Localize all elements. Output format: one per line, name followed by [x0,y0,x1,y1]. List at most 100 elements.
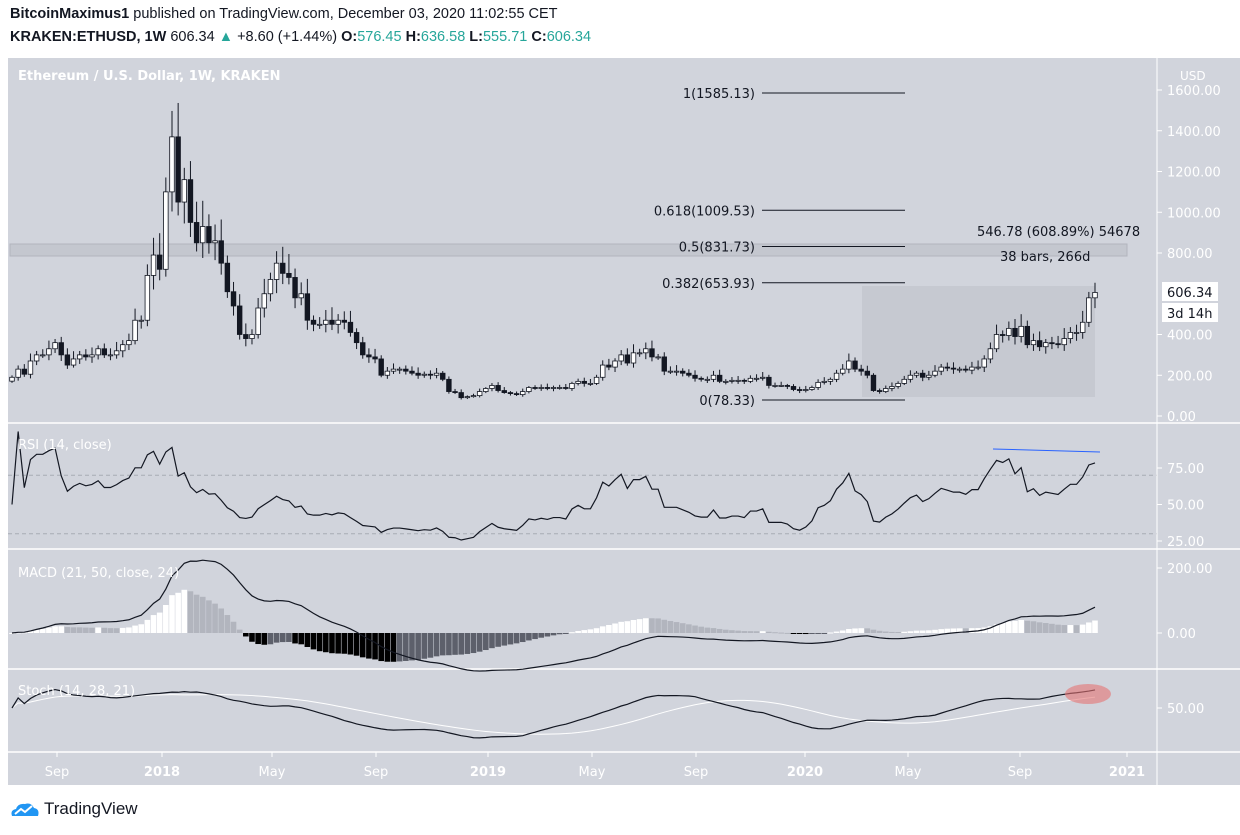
macd-histogram-bar [353,633,360,656]
chart[interactable]: 1(1585.13) 0.618(1009.53) 0.5(831.73) 0.382… [0,0,1240,790]
macd-histogram-bar [39,628,46,633]
rsi-trendline[interactable] [992,448,1101,453]
tradingview-brand[interactable]: TradingView [44,799,138,818]
macd-histogram-bar [1086,622,1092,633]
macd-histogram-bar [236,629,243,633]
macd-histogram-bar [273,633,280,643]
fib-level-label: 1(1585.13) [683,87,755,102]
symbol-line: KRAKEN:ETHUSD, 1W 606.34 ▲ +8.60 (+1.44%… [10,29,591,45]
macd-histogram-bar [464,633,471,654]
candle-body [729,379,735,382]
candle-body [956,368,963,371]
price-axis[interactable]: 1600.00 1400.00 1200.00 1000.00 800.00 400.00… [1157,84,1221,717]
macd-histogram-bar [587,629,594,633]
resistance-zone[interactable] [9,243,1128,257]
candle-body [46,348,52,356]
macd-histogram-bar [206,600,212,633]
up-arrow-icon: ▲ [218,29,234,45]
macd-histogram-bar [64,627,71,633]
macd-histogram-bar [932,629,938,633]
macd-histogram-bar [1049,623,1055,633]
symbol: KRAKEN:ETHUSD, 1W [10,29,167,45]
author[interactable]: BitcoinMaximus1 [10,6,130,22]
candle-body [58,342,64,356]
fib-level-label: 0.618(1009.53) [654,204,755,219]
macd-histogram-bar [563,633,569,634]
candle-body [458,392,464,399]
candle-body [304,293,311,321]
candle-body [421,373,427,376]
candle-body [298,293,304,299]
time-tick-label: May [259,765,286,780]
candle-body [384,370,391,376]
macd-histogram-bar [1012,620,1018,633]
candle-body [784,385,791,387]
candle-body [667,370,674,373]
stoch-k-line [11,688,1096,739]
candle-body [476,391,483,397]
macd-histogram-bar [612,623,618,633]
candle-body [643,348,649,354]
candle-body [981,358,987,368]
macd-histogram-bar [679,623,686,633]
rsi-label[interactable]: RSI (14, close) [18,438,112,453]
stoch-tick-label: 50.00 [1167,702,1204,717]
macd-histogram-bar [156,612,163,633]
macd-histogram-bar [606,625,612,633]
candle-body [440,372,446,380]
stoch-highlight[interactable] [1065,684,1111,704]
time-tick-label: May [895,765,922,780]
macd-histogram-bar [359,633,366,658]
candle-body [280,262,286,274]
macd-histogram-bar [46,627,52,633]
candle-body [224,262,231,293]
macd-histogram-bar [753,631,760,633]
macd-histogram-bar [316,633,323,652]
time-tick-label: 2019 [470,765,506,780]
candle-body [1006,327,1012,336]
macd-histogram-bar [544,633,551,637]
candle-body [83,354,89,358]
candle-body [1073,332,1080,334]
candle-body [901,378,907,384]
macd-histogram-bar [698,626,704,633]
macd-histogram-bar [169,595,175,633]
candle-body [747,377,754,382]
candle-body [243,334,249,339]
macd-histogram-bar [1079,624,1086,633]
footer: TradingView [10,799,138,819]
macd-label[interactable]: MACD (21, 50, close, 24) [18,566,179,581]
macd-histogram-bar [519,633,526,643]
macd-histogram-bar [33,629,40,633]
candle-body [815,381,821,388]
candle-body [624,354,631,364]
candle-body [809,387,815,390]
macd-histogram-bar [310,633,317,650]
candle-body [261,293,267,309]
chart-title: Ethereum / U.S. Dollar, 1W, KRAKEN [18,69,280,84]
macd-histogram-bar [655,618,661,633]
candle-body [470,395,477,398]
macd-histogram-bar [415,633,421,660]
stoch-label[interactable]: Stoch (14, 28, 21) [18,684,135,699]
candle-body [433,372,440,376]
macd-histogram-bar [938,629,944,633]
candle-body [483,388,489,392]
macd-histogram-bar [710,628,717,633]
macd-histogram-bar [827,632,834,634]
macd-histogram-bar [667,620,674,633]
candle-body [150,254,157,276]
macd-histogram-bar [889,631,895,633]
candle-body [704,378,711,381]
candle-body [40,354,46,357]
macd-histogram-bar [230,621,237,633]
time-tick-label: Sep [45,765,70,780]
macd-histogram-bar [969,628,975,633]
candle-body [15,368,21,378]
macd-histogram-bar [864,628,871,633]
time-axis[interactable]: Sep 2018 May Sep 2019 May Sep 2020 May Sep 2021 [45,752,1145,780]
macd-histogram-bar [550,633,557,636]
macd-histogram-bar [538,633,544,638]
macd-histogram-bar [999,622,1006,633]
measure-box[interactable] [862,286,1095,397]
